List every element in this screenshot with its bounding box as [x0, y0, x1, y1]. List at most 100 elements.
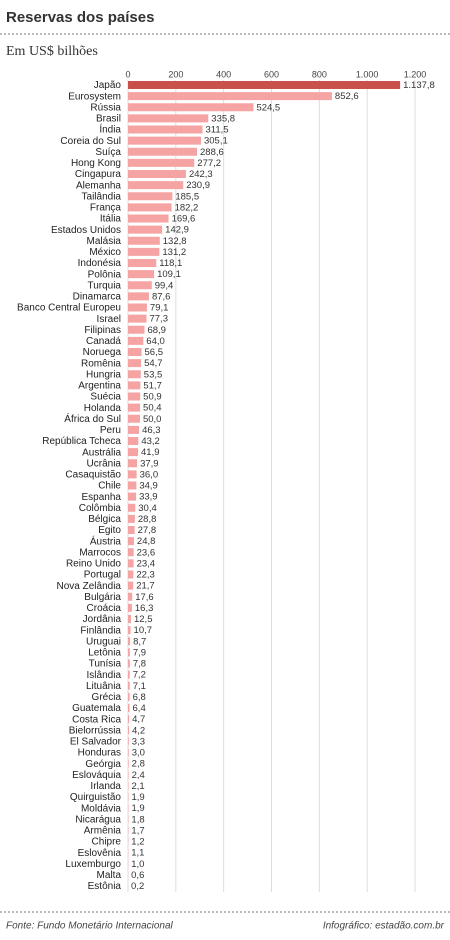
y-tick-label: Polônia — [88, 269, 122, 280]
value-label: 6,8 — [133, 692, 146, 703]
bar — [128, 626, 131, 635]
y-tick-label: República Tcheca — [42, 436, 121, 447]
value-label: 50,4 — [143, 403, 162, 414]
value-label: 1,2 — [131, 837, 144, 848]
y-tick-label: África do Sul — [64, 412, 121, 425]
value-label: 1,9 — [131, 803, 144, 814]
value-label: 54,7 — [144, 358, 163, 369]
bar — [128, 548, 134, 557]
value-label: 28,8 — [138, 514, 157, 525]
y-tick-label: Espanha — [82, 492, 122, 503]
value-label: 242,3 — [189, 169, 213, 180]
y-tick-label: Bielorrússia — [69, 725, 122, 736]
value-label: 99,4 — [155, 280, 174, 291]
bar — [128, 114, 209, 123]
source: Fonte: Fundo Monetário Internacional — [6, 921, 174, 932]
y-tick-label: Índia — [99, 123, 121, 136]
y-tick-label: Honduras — [78, 748, 121, 759]
y-tick-label: Hong Kong — [71, 158, 121, 169]
y-tick-label: Suíça — [95, 147, 121, 158]
bar — [128, 270, 155, 279]
value-label: 12,5 — [134, 614, 153, 625]
value-label: 305,1 — [204, 136, 228, 147]
value-label: 41,9 — [141, 447, 160, 458]
y-tick-label: Malta — [97, 870, 122, 881]
bar — [128, 603, 132, 612]
y-tick-label: Chipre — [92, 837, 122, 848]
value-label: 77,3 — [149, 314, 168, 325]
bar — [128, 103, 254, 112]
bar — [128, 492, 137, 501]
y-tick-label: Casaquistão — [65, 470, 121, 481]
y-tick-label: Nicarágua — [75, 814, 121, 825]
bar — [128, 770, 129, 779]
value-label: 8,7 — [133, 636, 146, 647]
value-label: 852,6 — [335, 91, 359, 102]
value-label: 24,8 — [137, 536, 156, 547]
value-label: 23,4 — [137, 558, 156, 569]
bar — [128, 670, 130, 679]
y-tick-label: Portugal — [84, 570, 121, 581]
bar — [128, 514, 135, 523]
subtitle: Em US$ bilhões — [6, 44, 98, 59]
bar — [128, 92, 332, 101]
bar — [128, 147, 198, 156]
y-tick-label: Alemanha — [76, 180, 121, 191]
value-label: 16,3 — [135, 603, 154, 614]
value-label: 311,5 — [206, 125, 229, 136]
bar — [128, 359, 142, 368]
y-tick-label: Finlândia — [80, 625, 121, 636]
value-label: 37,9 — [140, 458, 159, 469]
bar — [128, 503, 136, 512]
bar — [128, 559, 134, 568]
bar — [128, 692, 130, 701]
y-tick-label: Banco Central Europeu — [17, 303, 121, 314]
y-tick-label: Peru — [100, 425, 121, 436]
bar — [128, 236, 160, 245]
y-tick-label: Argentina — [78, 381, 121, 392]
y-tick-label: Croácia — [87, 603, 122, 614]
value-label: 23,6 — [137, 547, 156, 558]
bar — [128, 214, 169, 223]
value-label: 230,9 — [186, 180, 210, 191]
x-tick-label: 0 — [125, 69, 130, 79]
bar — [128, 704, 130, 712]
bar — [128, 437, 139, 445]
bar — [128, 303, 147, 312]
y-tick-label: Moldávia — [81, 803, 121, 814]
bar — [128, 570, 134, 579]
y-tick-label: Indonésia — [78, 258, 122, 269]
value-label: 7,9 — [133, 647, 146, 658]
y-tick-label: Rússia — [90, 102, 121, 113]
bar — [128, 158, 195, 167]
y-tick-label: Costa Rica — [72, 714, 121, 725]
value-label: 118,1 — [159, 258, 182, 269]
value-label: 6,4 — [133, 703, 146, 714]
value-label: 46,3 — [142, 425, 161, 436]
value-label: 10,7 — [134, 625, 153, 636]
y-tick-label: Egito — [98, 525, 121, 536]
y-tick-label: Irlanda — [90, 781, 121, 792]
value-label: 33,9 — [139, 492, 158, 503]
bar — [128, 281, 152, 290]
credit: Infográfico: estadão.com.br — [323, 921, 445, 932]
y-tick-label: Letônia — [88, 648, 121, 659]
y-tick-label: Chile — [98, 481, 121, 492]
value-label: 22,3 — [136, 570, 155, 581]
y-tick-label: Turquia — [87, 280, 121, 291]
value-label: 53,5 — [144, 369, 163, 380]
value-label: 17,6 — [135, 592, 154, 603]
value-label: 288,6 — [200, 147, 224, 158]
value-label: 21,7 — [136, 581, 155, 592]
bar — [128, 136, 201, 145]
bar — [128, 592, 133, 601]
value-label: 30,4 — [138, 503, 157, 514]
bar — [128, 448, 139, 457]
y-tick-label: Dinamarca — [73, 292, 122, 303]
value-label: 64,0 — [146, 336, 165, 347]
x-tick-label: 200 — [168, 69, 183, 79]
value-label: 4,7 — [132, 714, 145, 725]
y-tick-label: Romênia — [81, 358, 121, 369]
value-label: 169,6 — [172, 214, 196, 225]
